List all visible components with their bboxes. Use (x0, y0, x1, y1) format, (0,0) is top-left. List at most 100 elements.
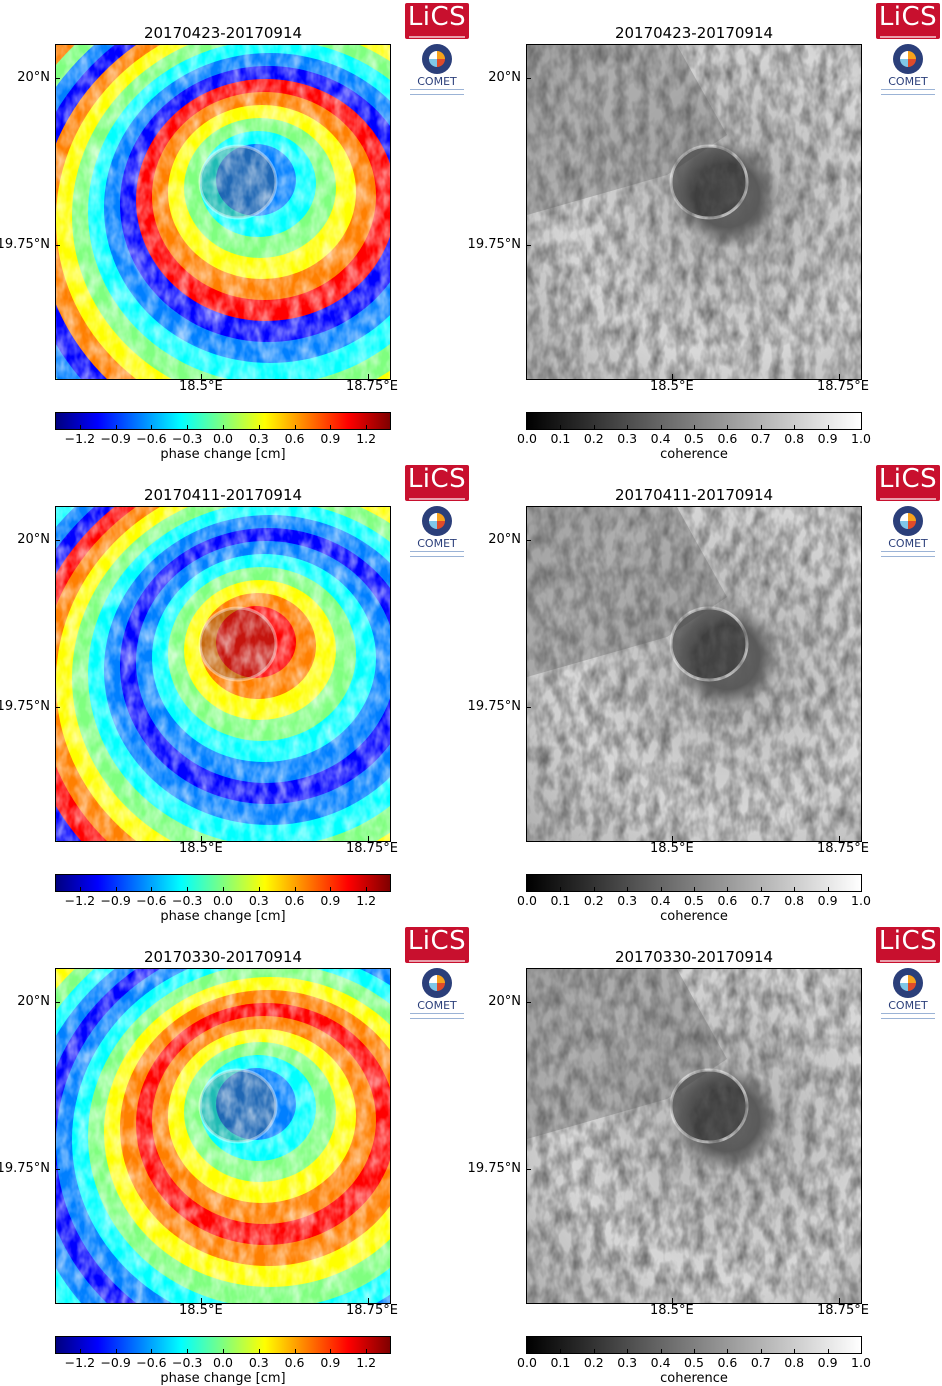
colorbar-tick-label: −0.9 (100, 431, 131, 446)
x-tick-label: 18.75°E (346, 841, 398, 856)
colorbar-tick-label: 0.3 (248, 431, 269, 446)
colorbar-tick-label: 0.0 (517, 893, 537, 908)
x-tick (201, 374, 202, 379)
colorbar-tick-label: 0.3 (248, 1355, 269, 1370)
comet-icon-core (900, 51, 916, 67)
colorbar-tick-label: 0.2 (583, 893, 604, 908)
colorbar-tick (760, 425, 762, 429)
colorbar-tick (79, 1349, 81, 1353)
colorbar-tick-label: 0.2 (583, 431, 604, 446)
colorbar-tick (527, 887, 528, 891)
colorbar-tick-label: 0.0 (213, 431, 233, 446)
colorbar-tick-label: 0.1 (550, 431, 571, 446)
colorbar-tick (294, 425, 296, 429)
colorbar-tick-label: 0.3 (617, 1355, 638, 1370)
colorbar-tick (794, 1349, 796, 1353)
colorbar-tick (223, 425, 224, 429)
interferogram-image (56, 45, 390, 379)
colorbar-tick-label: −0.6 (136, 893, 167, 908)
comet-icon (422, 968, 452, 998)
colorbar-tick-label: 1.2 (356, 1355, 377, 1370)
colorbar-tick-label: 0.8 (784, 893, 805, 908)
colorbar-tick (115, 887, 117, 891)
colorbar-tick-label: −0.3 (172, 431, 203, 446)
x-tick-label: 18.75°E (346, 1303, 398, 1318)
colorbar-tick (115, 1349, 117, 1353)
colorbar-tick-label: −0.9 (100, 1355, 131, 1370)
y-tick-label: 19.75°N (467, 699, 521, 714)
colorbar-tick (627, 425, 629, 429)
colorbar-tick (294, 1349, 296, 1353)
colorbar-tick (151, 887, 153, 891)
map-frame (55, 968, 391, 1304)
coherence-colorbar (526, 412, 862, 430)
colorbar-tick (294, 887, 296, 891)
lics-logo: LiCS (405, 3, 469, 39)
comet-logo-text: COMET (417, 537, 457, 550)
colorbar-tick (223, 1349, 224, 1353)
colorbar-tick (727, 1349, 729, 1353)
colorbar-tick-label: 0.9 (320, 893, 341, 908)
colorbar-tick-label: 0.9 (320, 1355, 341, 1370)
colorbar-tick (187, 425, 189, 429)
colorbar-tick (827, 425, 829, 429)
colorbar-tick (861, 1349, 862, 1353)
colorbar-tick-label: 0.6 (284, 1355, 305, 1370)
colorbar-tick (694, 887, 695, 891)
colorbar-tick-label: 0.6 (284, 431, 305, 446)
x-tick-label: 18.75°E (817, 379, 869, 394)
colorbar-tick-label: 0.9 (320, 431, 341, 446)
x-tick (672, 1298, 673, 1303)
colorbar-tick (827, 1349, 829, 1353)
colorbar-tick-label: −1.2 (64, 431, 96, 446)
y-tick-label: 19.75°N (0, 1161, 50, 1176)
comet-icon (893, 44, 923, 74)
comet-logo-tagline (410, 551, 464, 557)
colorbar-tick-label: 0.5 (684, 431, 704, 446)
x-tick-label: 18.75°E (346, 379, 398, 394)
colorbar-tick (151, 425, 153, 429)
lics-logo-text: LiCS (878, 2, 938, 32)
map-frame (526, 506, 862, 842)
x-tick (839, 1298, 840, 1303)
colorbar-tick (593, 425, 595, 429)
coherence-panel: 20170411-20170914 20°N 19.75°N 18.5°E 18.75°… (468, 462, 942, 924)
colorbar-tick-label: 0.4 (650, 1355, 671, 1370)
colorbar-tick-label: 0.6 (717, 431, 738, 446)
colorbar-tick-label: −0.3 (172, 1355, 203, 1370)
colorbar-tick (560, 887, 562, 891)
interferogram-image (56, 969, 390, 1303)
colorbar-tick (187, 1349, 189, 1353)
panel-title: 20170411-20170914 (143, 486, 303, 504)
colorbar-tick (727, 887, 729, 891)
y-tick (55, 707, 60, 708)
colorbar-tick (187, 887, 189, 891)
colorbar-tick (151, 1349, 153, 1353)
colorbar-tick (694, 425, 695, 429)
comet-icon-core (429, 51, 445, 67)
y-tick (55, 540, 60, 541)
x-tick (672, 374, 673, 379)
y-tick-label: 19.75°N (0, 699, 50, 714)
colorbar-tick (660, 1349, 662, 1353)
colorbar-tick-label: 0.7 (750, 431, 771, 446)
colorbar-tick-label: 0.6 (284, 893, 305, 908)
comet-icon (422, 44, 452, 74)
colorbar-label: phase change [cm] (160, 909, 286, 924)
y-tick-label: 20°N (488, 994, 521, 1009)
phase-colorbar (55, 1336, 391, 1354)
colorbar-tick-label: −0.6 (136, 1355, 167, 1370)
colorbar-tick-label: 0.9 (817, 431, 838, 446)
colorbar-tick (627, 1349, 629, 1353)
coherence-image (527, 507, 861, 841)
colorbar-tick-label: 0.1 (550, 1355, 571, 1370)
x-tick (201, 1298, 202, 1303)
map-frame (526, 968, 862, 1304)
colorbar-tick (760, 1349, 762, 1353)
y-tick (526, 540, 531, 541)
x-tick-label: 18.5°E (179, 841, 223, 856)
colorbar-tick (593, 1349, 595, 1353)
colorbar-tick (560, 425, 562, 429)
lics-logo-text: LiCS (878, 464, 938, 494)
y-tick (55, 1169, 60, 1170)
